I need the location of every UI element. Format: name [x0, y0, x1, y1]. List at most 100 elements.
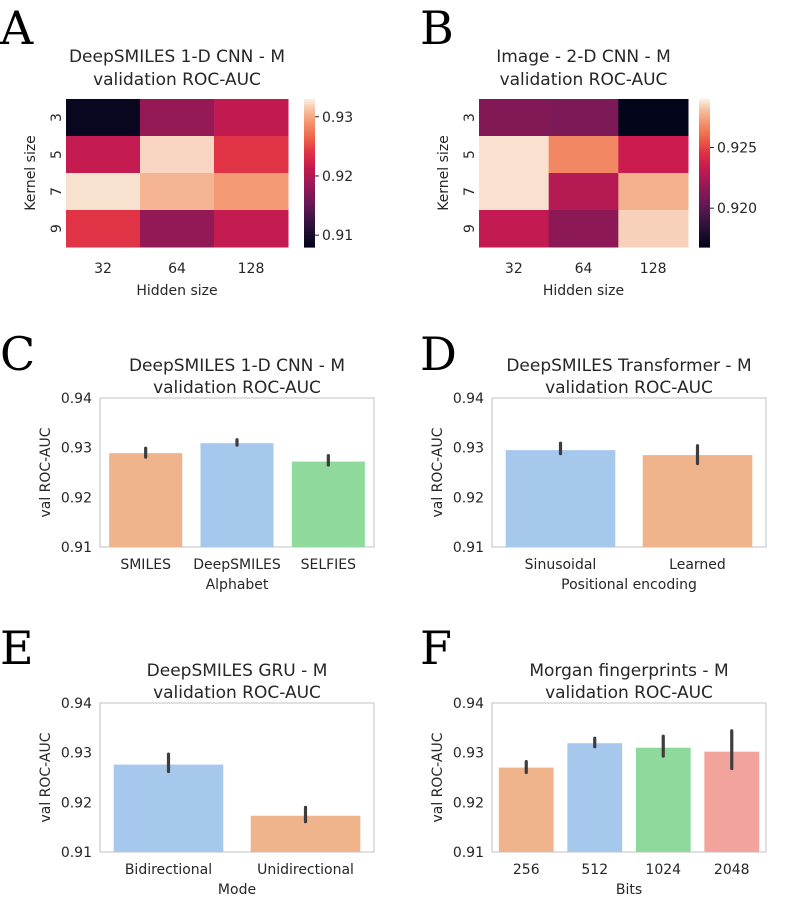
colorbar-strip — [699, 165, 710, 169]
colorbar-strip — [304, 173, 315, 177]
x-tick-label: DeepSMILES — [193, 557, 281, 573]
panel-letter-e: E — [0, 621, 34, 675]
colorbar-strip — [699, 239, 710, 243]
y-tick-label: 0.93 — [453, 746, 484, 762]
x-tick-label: 512 — [581, 862, 608, 878]
colorbar-strip — [304, 244, 315, 248]
colorbar-strip — [304, 150, 315, 154]
colorbar-strip — [699, 116, 710, 120]
y-tick-label: 0.92 — [61, 490, 92, 506]
colorbar-strip — [304, 229, 315, 233]
colorbar-strip — [699, 200, 710, 204]
x-axis-label: Bits — [616, 882, 642, 898]
heatmap-cell — [140, 173, 215, 211]
colorbar-strip — [699, 168, 710, 172]
colorbar-strip — [304, 111, 315, 115]
y-tick-label: 5 — [49, 150, 65, 159]
colorbar-strip — [304, 168, 315, 172]
heatmap-cell — [618, 99, 689, 137]
colorbar-strip — [699, 106, 710, 110]
colorbar-strip — [304, 108, 315, 112]
y-axis-label: val ROC-AUC — [38, 427, 54, 517]
colorbar-strip — [304, 148, 315, 152]
x-tick-label: 256 — [513, 862, 540, 878]
y-tick-label: 3 — [462, 113, 478, 122]
colorbar-strip — [699, 136, 710, 140]
bar — [113, 764, 224, 852]
bar — [498, 767, 554, 852]
heatmap-cell — [548, 173, 619, 211]
y-tick-label: 0.91 — [61, 540, 92, 556]
colorbar-strip — [699, 224, 710, 228]
chart-title-line1: DeepSMILES 1-D CNN - M — [69, 47, 285, 67]
colorbar-strip — [699, 128, 710, 132]
colorbar-tick-label: 0.93 — [322, 110, 353, 126]
heatmap-cell — [479, 173, 550, 211]
heatmap-cell — [66, 173, 141, 211]
bar — [635, 747, 691, 852]
x-tick-label: 64 — [168, 261, 186, 277]
y-tick-label: 0.94 — [61, 391, 92, 407]
colorbar-strip — [304, 123, 315, 127]
colorbar-strip — [699, 175, 710, 179]
x-tick-label: 1024 — [645, 862, 681, 878]
colorbar-strip — [699, 187, 710, 191]
colorbar-strip — [304, 138, 315, 142]
colorbar-tick-label: 0.920 — [717, 201, 757, 217]
colorbar-strip — [699, 131, 710, 135]
colorbar-strip — [699, 182, 710, 186]
colorbar-strip — [304, 136, 315, 140]
chart-title-line1: DeepSMILES Transformer - M — [506, 356, 751, 376]
y-tick-label: 0.94 — [453, 391, 484, 407]
y-tick-label: 0.94 — [453, 696, 484, 712]
colorbar-strip — [699, 192, 710, 196]
y-tick-label: 9 — [49, 224, 65, 233]
colorbar-strip — [304, 197, 315, 201]
colorbar-strip — [699, 202, 710, 206]
y-tick-label: 0.92 — [453, 795, 484, 811]
colorbar-strip — [304, 118, 315, 122]
panel-letter-f: F — [420, 621, 452, 675]
colorbar-strip — [699, 118, 710, 122]
chart-title-line2: validation ROC-AUC — [545, 683, 713, 703]
colorbar-strip — [304, 202, 315, 206]
colorbar-strip — [304, 155, 315, 159]
colorbar-strip — [304, 175, 315, 179]
colorbar-strip — [699, 158, 710, 162]
colorbar-strip — [699, 195, 710, 199]
y-tick-label: 3 — [49, 113, 65, 122]
x-tick-label: 2048 — [714, 862, 750, 878]
colorbar-strip — [699, 205, 710, 209]
heatmap-cell — [479, 99, 550, 137]
x-axis-label: Hidden size — [543, 283, 624, 299]
colorbar-strip — [304, 113, 315, 117]
x-tick-label: Bidirectional — [125, 862, 212, 878]
plot-frame — [99, 702, 375, 853]
colorbar-strip — [699, 153, 710, 157]
x-tick-label: 64 — [575, 261, 593, 277]
colorbar-strip — [699, 177, 710, 181]
bar — [567, 743, 623, 852]
colorbar-strip — [304, 195, 315, 199]
plot-frame — [491, 702, 767, 853]
y-axis-label: val ROC-AUC — [430, 732, 446, 822]
colorbar-strip — [699, 111, 710, 115]
heatmap-cell — [214, 210, 289, 248]
colorbar-tick-label: 0.925 — [717, 141, 757, 157]
colorbar-strip — [699, 99, 710, 103]
heatmap-cell — [548, 99, 619, 137]
colorbar-strip — [699, 190, 710, 194]
heatmap-cell — [140, 136, 215, 174]
colorbar-strip — [304, 131, 315, 135]
x-tick-label: 128 — [238, 261, 265, 277]
colorbar-strip — [699, 148, 710, 152]
colorbar-strip — [699, 163, 710, 167]
y-tick-label: 0.91 — [453, 845, 484, 861]
colorbar-strip — [304, 140, 315, 144]
colorbar-strip — [699, 170, 710, 174]
colorbar-strip — [304, 190, 315, 194]
